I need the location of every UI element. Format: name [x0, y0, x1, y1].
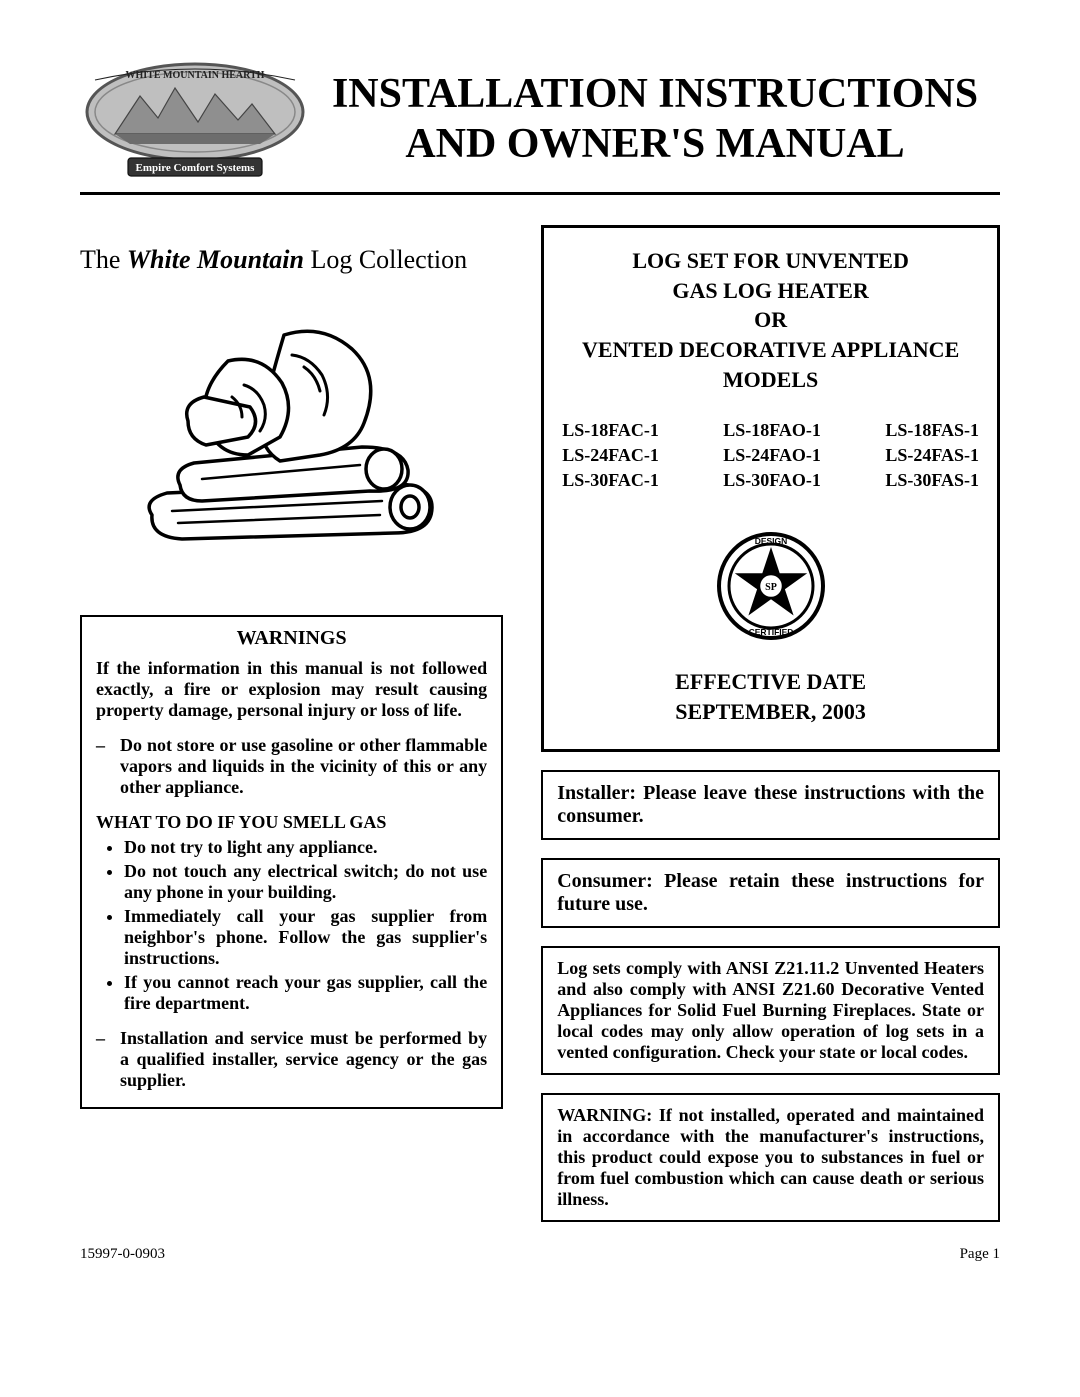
right-column: LOG SET FOR UNVENTED GAS LOG HEATER OR V…: [541, 225, 1000, 1240]
models-box-title: LOG SET FOR UNVENTED GAS LOG HEATER OR V…: [562, 246, 979, 394]
list-item: Immediately call your gas supplier from …: [124, 906, 487, 969]
list-item: Do not try to light any appliance.: [124, 837, 487, 858]
models-col-1: LS-18FAC-1 LS-24FAC-1 LS-30FAC-1: [562, 420, 659, 491]
warnings-heading: WARNINGS: [96, 627, 487, 650]
models-title-l1: LOG SET FOR UNVENTED: [562, 246, 979, 276]
brand-logo: WHITE MOUNTAIN HEARTH Empire Comfort Sys…: [80, 60, 310, 180]
warning-dash-1-text: Do not store or use gasoline or other fl…: [120, 735, 487, 798]
header: WHITE MOUNTAIN HEARTH Empire Comfort Sys…: [80, 60, 1000, 195]
effective-date-l2: SEPTEMBER, 2003: [562, 697, 979, 727]
consumer-notice-text: Consumer: Please retain these instructio…: [557, 870, 984, 915]
models-col-2: LS-18FAO-1 LS-24FAO-1 LS-30FAO-1: [723, 420, 821, 491]
subtitle-suffix: Log Collection: [304, 245, 467, 274]
list-item: Do not touch any electrical switch; do n…: [124, 861, 487, 903]
list-item: If you cannot reach your gas supplier, c…: [124, 972, 487, 1014]
health-warning-text: WARNING: If not installed, operated and …: [557, 1105, 984, 1209]
content-columns: The White Mountain Log Collection: [80, 225, 1000, 1240]
models-grid: LS-18FAC-1 LS-24FAC-1 LS-30FAC-1 LS-18FA…: [562, 420, 979, 491]
subtitle-prefix: The: [80, 245, 127, 274]
title-line-2: AND OWNER'S MANUAL: [310, 120, 1000, 170]
effective-date: EFFECTIVE DATE SEPTEMBER, 2003: [562, 667, 979, 726]
logo-arc-text: WHITE MOUNTAIN HEARTH: [126, 70, 265, 81]
model-number: LS-18FAS-1: [885, 420, 979, 441]
installer-notice-text: Installer: Please leave these instructio…: [557, 782, 984, 827]
title-line-1: INSTALLATION INSTRUCTIONS: [310, 70, 1000, 120]
model-number: LS-30FAS-1: [885, 470, 979, 491]
compliance-text: Log sets comply with ANSI Z21.11.2 Unven…: [557, 958, 984, 1062]
subtitle-brand: White Mountain: [127, 245, 304, 274]
consumer-notice-box: Consumer: Please retain these instructio…: [541, 858, 1000, 928]
page-footer: 15997-0-0903 Page 1: [80, 1246, 1000, 1263]
document-number: 15997-0-0903: [80, 1246, 165, 1263]
badge-bottom-text: CERTIFIED: [748, 627, 793, 637]
dash-icon: –: [96, 1028, 120, 1091]
model-number: LS-18FAO-1: [723, 420, 821, 441]
warning-dash-2-text: Installation and service must be perform…: [120, 1028, 487, 1091]
model-number: LS-24FAS-1: [885, 445, 979, 466]
health-warning-box: WARNING: If not installed, operated and …: [541, 1093, 1000, 1222]
certification-badge: SP DESIGN CERTIFIED: [562, 531, 979, 641]
warning-dash-item: – Installation and service must be perfo…: [96, 1028, 487, 1091]
models-col-3: LS-18FAS-1 LS-24FAS-1 LS-30FAS-1: [885, 420, 979, 491]
compliance-box: Log sets comply with ANSI Z21.11.2 Unven…: [541, 946, 1000, 1075]
models-title-l5: MODELS: [562, 365, 979, 395]
dash-icon: –: [96, 735, 120, 798]
model-number: LS-24FAC-1: [562, 445, 659, 466]
smell-gas-bullet-list: Do not try to light any appliance. Do no…: [96, 837, 487, 1014]
models-title-l2: GAS LOG HEATER: [562, 276, 979, 306]
model-number: LS-18FAC-1: [562, 420, 659, 441]
effective-date-l1: EFFECTIVE DATE: [562, 667, 979, 697]
warnings-body: – Do not store or use gasoline or other …: [96, 735, 487, 1091]
model-number: LS-24FAO-1: [723, 445, 821, 466]
collection-subtitle: The White Mountain Log Collection: [80, 245, 503, 275]
page: WHITE MOUNTAIN HEARTH Empire Comfort Sys…: [0, 0, 1080, 1303]
svg-text:SP: SP: [765, 582, 777, 593]
model-number: LS-30FAC-1: [562, 470, 659, 491]
page-number: Page 1: [960, 1246, 1000, 1263]
models-box: LOG SET FOR UNVENTED GAS LOG HEATER OR V…: [541, 225, 1000, 752]
logo-banner-text: Empire Comfort Systems: [136, 162, 256, 174]
models-title-l4: VENTED DECORATIVE APPLIANCE: [562, 335, 979, 365]
model-number: LS-30FAO-1: [723, 470, 821, 491]
warnings-intro-text: If the information in this manual is not…: [96, 658, 487, 721]
warnings-box: WARNINGS If the information in this manu…: [80, 615, 503, 1109]
left-column: The White Mountain Log Collection: [80, 225, 503, 1240]
models-title-l3: OR: [562, 305, 979, 335]
log-set-illustration: [132, 305, 452, 565]
badge-top-text: DESIGN: [754, 536, 787, 546]
smell-gas-heading: WHAT TO DO IF YOU SMELL GAS: [96, 812, 487, 833]
warning-dash-item: – Do not store or use gasoline or other …: [96, 735, 487, 798]
installer-notice-box: Installer: Please leave these instructio…: [541, 770, 1000, 840]
document-title: INSTALLATION INSTRUCTIONS AND OWNER'S MA…: [310, 70, 1000, 169]
